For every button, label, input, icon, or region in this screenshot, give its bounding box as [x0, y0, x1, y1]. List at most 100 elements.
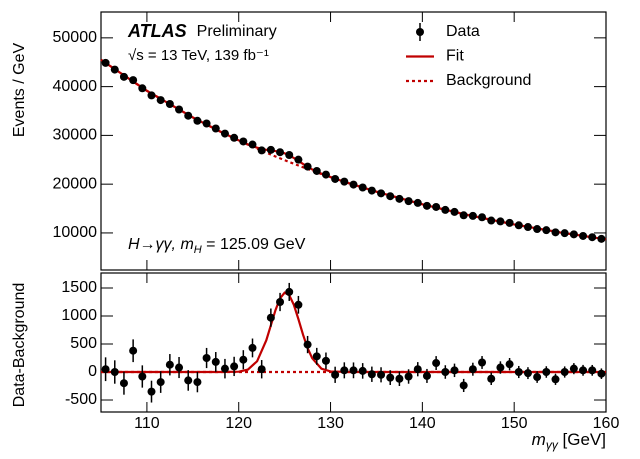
data-point [220, 364, 229, 373]
y-tick-label: 500 [70, 335, 97, 352]
data-point [450, 207, 459, 216]
data-point [367, 370, 376, 379]
legend-label: Data [446, 23, 480, 40]
data-point [422, 371, 431, 380]
data-point [560, 368, 569, 377]
data-point [349, 366, 358, 375]
y-tick-label: 1000 [61, 307, 97, 324]
data-point [404, 197, 413, 206]
data-point [459, 381, 468, 390]
data-point [220, 129, 229, 138]
data-point [505, 218, 514, 227]
data-point [349, 180, 358, 189]
legend-label: Background [446, 72, 531, 89]
data-point [248, 343, 257, 352]
data-point [588, 366, 597, 375]
data-point [312, 352, 321, 361]
annotation: H→γγ, mH = 125.09 GeV [128, 236, 306, 256]
data-point [239, 355, 248, 364]
y-tick-label: 40000 [53, 78, 98, 95]
x-unit: [GeV] [558, 430, 606, 449]
data-point [441, 205, 450, 214]
data-point [597, 234, 606, 243]
data-point [496, 217, 505, 226]
data-point [377, 370, 386, 379]
data-point [101, 365, 110, 374]
data-point [422, 201, 431, 210]
data-point [312, 166, 321, 175]
data-point [542, 368, 551, 377]
data-point [551, 375, 560, 384]
data-point [514, 221, 523, 230]
data-point [211, 357, 220, 366]
data-point [496, 363, 505, 372]
data-point [505, 360, 514, 369]
data-point [395, 374, 404, 383]
plot-frame [100, 272, 607, 413]
data-point [478, 213, 487, 222]
data-point [303, 340, 312, 349]
x-tick-label: 140 [409, 415, 436, 432]
y-tick-label: 1500 [61, 279, 97, 296]
data-point [147, 91, 156, 100]
data-point [413, 365, 422, 374]
data-point [468, 211, 477, 220]
data-point [523, 223, 532, 232]
data-point [413, 198, 422, 207]
y-tick-label: 30000 [53, 127, 98, 144]
x-tick-label: 110 [134, 415, 160, 432]
data-point [119, 72, 128, 81]
data-point [110, 65, 119, 74]
x-axis-label: mγγ [GeV] [532, 430, 606, 452]
data-point [478, 358, 487, 367]
data-point [202, 354, 211, 363]
data-point [285, 287, 294, 296]
data-point [459, 211, 468, 220]
x-tick-label: 120 [225, 415, 252, 432]
y-tick-label: 10000 [53, 224, 98, 241]
x-tick-label: 150 [501, 415, 528, 432]
data-point [523, 369, 532, 378]
data-point [331, 370, 340, 379]
y-axis-label: Events / GeV [11, 43, 28, 138]
data-point [321, 356, 330, 365]
data-point [248, 140, 257, 149]
data-point [331, 174, 340, 183]
data-point [129, 76, 138, 85]
data-point [257, 146, 266, 155]
data-point [184, 376, 193, 385]
y-axis-label: Data-Background [11, 283, 28, 408]
data-point [569, 230, 578, 239]
data-point [211, 124, 220, 133]
data-point [101, 58, 110, 67]
data-point [340, 366, 349, 375]
data-point [432, 202, 441, 211]
data-point [193, 116, 202, 125]
legend-marker [416, 28, 424, 36]
process-sub: H [194, 244, 202, 256]
data-point [358, 183, 367, 192]
data-point [386, 373, 395, 382]
y-tick-label: 50000 [53, 29, 98, 46]
data-point [432, 359, 441, 368]
data-point [441, 368, 450, 377]
data-point [175, 105, 184, 114]
data-point [266, 145, 275, 154]
legend-label: Fit [446, 48, 464, 65]
data-point [257, 365, 266, 374]
data-point [266, 313, 275, 322]
data-point [303, 162, 312, 171]
data-point [597, 369, 606, 378]
data-point [230, 133, 239, 142]
process-rest: = 125.09 GeV [202, 236, 306, 253]
fit-curve [101, 291, 606, 374]
annotation: ATLAS Preliminary [127, 21, 277, 41]
data-point [377, 189, 386, 198]
data-point [404, 372, 413, 381]
data-point [230, 362, 239, 371]
x-sub: γγ [546, 438, 559, 452]
data-point [294, 300, 303, 309]
data-point [340, 177, 349, 186]
data-point [156, 378, 165, 387]
